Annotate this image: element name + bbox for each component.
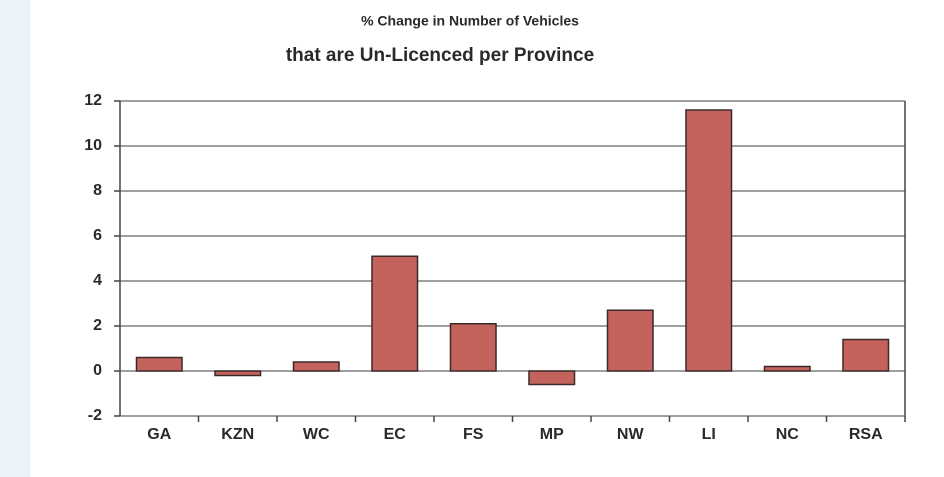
bar xyxy=(842,338,890,372)
bar xyxy=(371,255,419,372)
x-tick-label: NC xyxy=(776,426,800,443)
x-tick-label: EC xyxy=(384,426,407,443)
y-tick-label: 12 xyxy=(84,92,102,109)
bar xyxy=(214,370,262,377)
x-tick-label: FS xyxy=(463,426,484,443)
y-tick-label: 10 xyxy=(84,137,102,154)
chart-title: % Change in Number of Vehicles xyxy=(361,13,579,29)
y-tick-label: 0 xyxy=(93,362,102,379)
bar xyxy=(763,365,811,372)
bar xyxy=(606,309,654,372)
x-tick-label: WC xyxy=(303,426,330,443)
chart-subtitle: that are Un-Licenced per Province xyxy=(286,45,594,66)
bar xyxy=(528,370,576,386)
x-tick-label: LI xyxy=(702,426,716,443)
y-tick-label: 4 xyxy=(93,272,102,289)
y-tick-label: -2 xyxy=(88,407,102,424)
bar xyxy=(292,361,340,372)
x-tick-label: KZN xyxy=(221,426,254,443)
scan-edge xyxy=(0,0,30,477)
y-tick-label: 2 xyxy=(93,317,102,334)
y-tick-label: 8 xyxy=(93,182,102,199)
x-tick-label: MP xyxy=(540,426,564,443)
bar xyxy=(135,356,183,372)
x-tick-label: GA xyxy=(147,426,171,443)
x-tick-label: NW xyxy=(617,426,645,443)
bar xyxy=(685,109,733,372)
bar xyxy=(449,323,497,372)
y-tick-label: 6 xyxy=(93,227,102,244)
x-tick-label: RSA xyxy=(849,426,883,443)
